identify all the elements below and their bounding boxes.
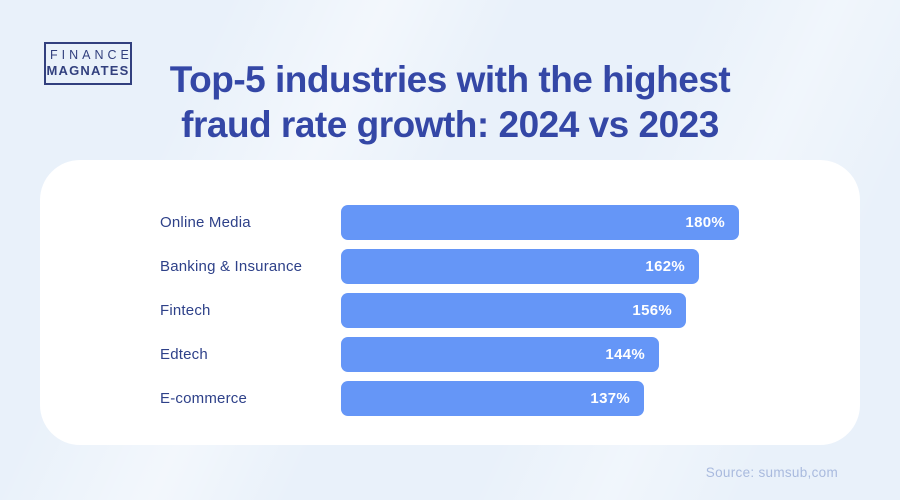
category-label: Edtech — [160, 346, 208, 363]
value-bar: 144% — [341, 337, 659, 372]
category-label: Online Media — [160, 214, 251, 231]
page-title-line2: fraud rate growth: 2024 vs 2023 — [181, 104, 719, 145]
value-label: 137% — [590, 390, 630, 407]
value-bar: 180% — [341, 205, 739, 240]
value-bar: 156% — [341, 293, 686, 328]
logo-text-magnates: MAGNATES — [46, 63, 130, 78]
finance-magnates-logo: FINANCE MAGNATES — [44, 42, 132, 85]
chart-row: Online Media 180% — [40, 205, 860, 240]
value-bar: 137% — [341, 381, 644, 416]
chart-row: Edtech 144% — [40, 337, 860, 372]
chart-row: E-commerce 137% — [40, 381, 860, 416]
page-title-line1: Top-5 industries with the highest — [169, 59, 731, 100]
value-label: 156% — [632, 302, 672, 319]
category-label: Banking & Insurance — [160, 258, 303, 275]
category-label: E-commerce — [160, 390, 248, 407]
chart-row: Banking & Insurance 162% — [40, 249, 860, 284]
page-title: Top-5 industries with the highest fraud r… — [0, 57, 900, 147]
value-bar: 162% — [341, 249, 699, 284]
value-label: 144% — [605, 346, 645, 363]
chart-row: Fintech 156% — [40, 293, 860, 328]
source-attribution: Source: sumsub,com — [705, 465, 838, 480]
chart-card: Online Media 180% Banking & Insurance 162% F… — [40, 160, 860, 445]
value-label: 162% — [645, 258, 685, 275]
logo-text-finance: FINANCE — [50, 48, 133, 62]
bar-chart: Online Media 180% Banking & Insurance 162% F… — [40, 205, 860, 425]
category-label: Fintech — [160, 302, 211, 319]
value-label: 180% — [685, 214, 725, 231]
